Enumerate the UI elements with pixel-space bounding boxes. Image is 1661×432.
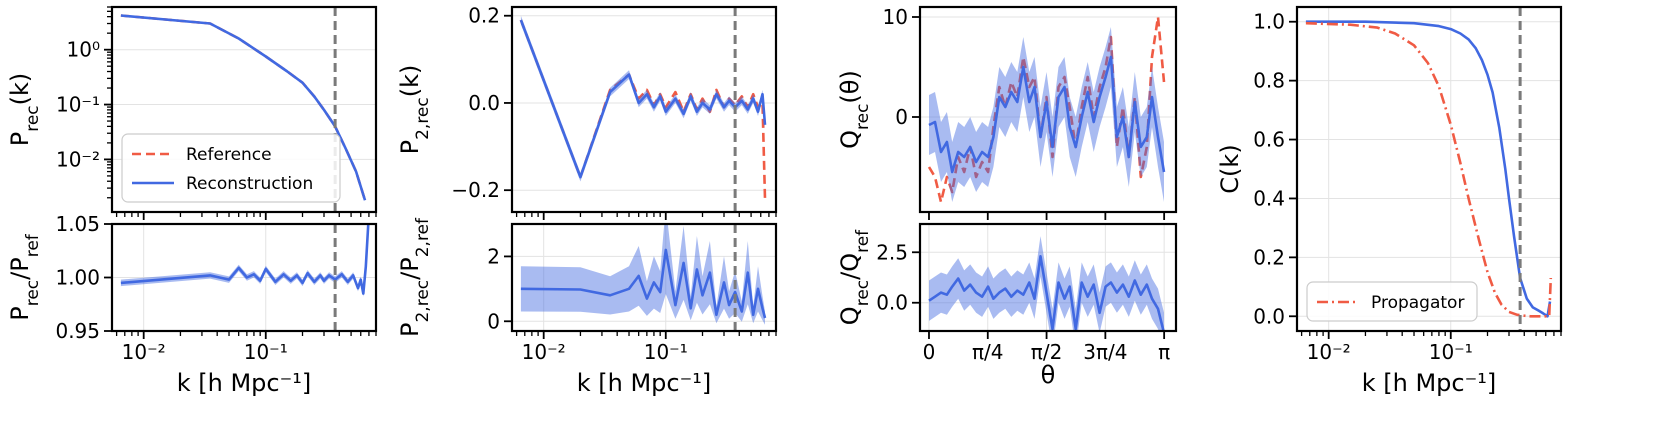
x-tick-label: 10⁻²	[1307, 340, 1351, 364]
plot-area	[1305, 20, 1553, 318]
axes-frame	[510, 222, 778, 333]
grid	[512, 224, 776, 331]
x-tick-label: π/4	[972, 340, 1004, 364]
ticks: 10⁻² 10⁻¹ 0 2	[487, 244, 777, 364]
y-axis-label: Qrec/Qref	[836, 229, 873, 325]
ticks: 10⁻² 10⁻¹ 0.95 1.00 1.05	[55, 212, 377, 364]
legend-box	[1306, 281, 1478, 322]
panel-1-power-spectrum-ratio: 10⁻² 10⁻¹ 0.95 1.00 1.05 Prec/Pref k [h Mpc⁻¹]	[6, 212, 378, 397]
series-band-1	[929, 27, 1164, 202]
y-tick-label: 0.2	[468, 4, 500, 28]
legend: Reference Reconstruction	[121, 133, 341, 203]
y-tick-label: 0	[895, 105, 908, 129]
plot-area	[519, 15, 767, 199]
legend-label: Reference	[186, 145, 272, 165]
y-tick-label: 10⁻²	[56, 147, 100, 171]
series-line-propagator	[1305, 21, 1553, 318]
x-tick-label: 10⁻¹	[644, 340, 688, 364]
panel-2-quadrupole-ratio: 10⁻² 10⁻¹ 0 2 P2,rec/P2,ref k [h Mpc⁻¹]	[396, 217, 778, 397]
y-tick-label: 10⁰	[67, 38, 100, 62]
y-tick-label: 0	[487, 309, 500, 333]
x-tick-label: π	[1158, 340, 1170, 364]
axes-frame	[510, 5, 778, 214]
panel-1-power-spectrum: 10⁻² 10⁻¹ 10⁰ Prec(k) Reference Reconstructio…	[6, 5, 378, 220]
legend-label: Reconstruction	[186, 174, 313, 194]
legend-box	[121, 133, 341, 203]
series-band-0	[520, 224, 765, 325]
x-tick-label: 10⁻²	[122, 340, 166, 364]
y-tick-label: 0.8	[1253, 69, 1285, 93]
x-tick-label: 10⁻¹	[244, 340, 288, 364]
series-line-c-k-	[1305, 20, 1552, 318]
plot-area	[520, 224, 767, 325]
x-tick-label: 10⁻¹	[1429, 340, 1473, 364]
ticks: −0.2 0.0 0.2	[451, 4, 777, 220]
panel-2-quadrupole: −0.2 0.0 0.2 P2,rec(k)	[396, 4, 778, 220]
series-line-reference	[519, 19, 767, 199]
legend-label: Propagator	[1371, 293, 1464, 313]
y-tick-label: 10⁻¹	[56, 93, 100, 117]
y-tick-label: 0.0	[468, 91, 500, 115]
y-tick-label: 2	[487, 244, 500, 268]
y-tick-label: 2.5	[876, 240, 908, 264]
y-tick-label: −0.2	[451, 178, 500, 202]
x-axis-label: k [h Mpc⁻¹]	[1362, 369, 1497, 397]
y-axis-label: Prec/Pref	[6, 233, 43, 321]
x-tick-label: 3π/4	[1083, 340, 1127, 364]
axes-frame	[1295, 5, 1563, 333]
y-tick-label: 0.95	[55, 319, 100, 343]
axes-frame	[918, 5, 1178, 214]
x-tick-label: π/2	[1031, 340, 1063, 364]
y-tick-label: 0.6	[1253, 128, 1285, 152]
ticks: 10⁻² 10⁻¹ 10⁰	[56, 6, 377, 220]
ticks: 0 10	[883, 5, 1166, 220]
y-tick-label: 0.4	[1253, 186, 1285, 210]
y-tick-label: 0.2	[1253, 245, 1285, 269]
y-axis-label: P2,rec(k)	[396, 65, 433, 155]
x-axis-label: k [h Mpc⁻¹]	[577, 369, 712, 397]
y-axis-label: Prec(k)	[6, 73, 43, 147]
legend: Propagator	[1306, 281, 1478, 322]
x-axis-label: k [h Mpc⁻¹]	[177, 369, 312, 397]
plot-area	[927, 15, 1166, 204]
y-tick-label: 1.0	[1253, 10, 1285, 34]
axes-frame	[918, 222, 1178, 333]
series-band-0	[929, 236, 1164, 331]
plot-area	[120, 224, 370, 297]
y-axis-label: C(k)	[1216, 144, 1244, 193]
x-tick-label: 10⁻²	[522, 340, 566, 364]
y-tick-label: 1.00	[55, 266, 100, 290]
x-axis-label: θ	[1041, 361, 1056, 389]
plot-area	[928, 236, 1165, 331]
series-line-reconstruction	[120, 14, 367, 201]
y-axis-label: Qrec(θ)	[836, 70, 873, 149]
panel-4-cross-correlation: 10⁻² 10⁻¹ 0.0 0.2 0.4 0.6 0.8 1.0 C(k) k [h Mpc⁻¹…	[1216, 5, 1563, 397]
y-tick-label: 10	[883, 5, 908, 29]
ticks: 0 π/4 π/2 3π/4 π 0.0 2.5	[876, 240, 1170, 364]
y-axis-label: P2,rec/P2,ref	[396, 217, 433, 337]
y-tick-label: 0.0	[1253, 304, 1285, 328]
y-tick-label: 0.0	[876, 291, 908, 315]
x-tick-label: 0	[923, 340, 936, 364]
y-tick-label: 1.05	[55, 212, 100, 236]
panel-3-reduced-bispectrum: 0 10 Qrec(θ)	[836, 5, 1178, 220]
ticks: 10⁻² 10⁻¹ 0.0 0.2 0.4 0.6 0.8 1.0	[1253, 10, 1562, 364]
